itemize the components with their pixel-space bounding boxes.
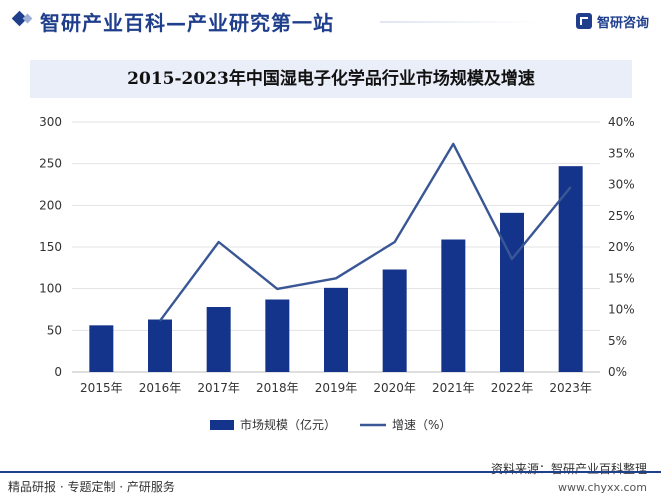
- legend-label-bar: 市场规模（亿元）: [240, 417, 336, 432]
- y-left-tick-label: 100: [39, 282, 62, 296]
- y-left-tick-label: 150: [39, 240, 62, 254]
- bar: [206, 307, 231, 372]
- x-tick-label: 2021年: [432, 381, 475, 395]
- x-tick-label: 2017年: [197, 381, 240, 395]
- chart-title-bar: 2015-2023年中国湿电子化学品行业市场规模及增速: [30, 60, 632, 98]
- legend-swatch-bar: [210, 420, 234, 430]
- x-tick-label: 2018年: [256, 381, 299, 395]
- y-left-tick-label: 300: [39, 115, 62, 129]
- y-left-tick-label: 50: [47, 323, 62, 337]
- brand-name: 智研咨询: [596, 15, 649, 31]
- header-divider: [380, 21, 540, 23]
- y-right-tick-label: 15%: [608, 271, 635, 285]
- y-right-tick-label: 20%: [608, 240, 635, 254]
- x-tick-label: 2022年: [491, 381, 534, 395]
- chart: 0 50 100 150 200 250 300 0% 5% 10% 15% 20% 25% 30% 35%…: [39, 115, 635, 432]
- footer-divider: [0, 471, 661, 473]
- legend-label-line: 增速（%）: [392, 418, 451, 432]
- y-right-tick-label: 0%: [608, 365, 627, 379]
- bar: [89, 325, 114, 372]
- bar: [441, 239, 466, 372]
- chart-title: 2015-2023年中国湿电子化学品行业市场规模及增速: [127, 69, 535, 89]
- y-right-tick-label: 5%: [608, 334, 627, 348]
- brand-logo-icon: [575, 13, 592, 29]
- brand: 智研咨询: [575, 12, 649, 31]
- footer-tagline: 精品研报 · 专题定制 · 产研服务: [8, 480, 175, 494]
- bar: [148, 319, 172, 372]
- bar: [558, 166, 583, 372]
- x-tick-label: 2015年: [80, 381, 123, 395]
- site-slogan: 智研产业百科—产业研究第一站: [40, 11, 334, 35]
- bar: [500, 212, 524, 372]
- x-tick-label: 2019年: [315, 381, 358, 395]
- footer-url: www.chyxx.com: [557, 481, 647, 494]
- y-left-tick-label: 250: [39, 157, 62, 171]
- bar: [324, 287, 348, 372]
- page-header: 智研产业百科—产业研究第一站 智研咨询: [0, 0, 661, 40]
- growth-line: [159, 142, 572, 322]
- y-right-tick-label: 25%: [608, 209, 635, 223]
- data-source: 资料来源：智研产业百科整理: [486, 460, 647, 477]
- y-right-tick-label: 10%: [608, 303, 635, 317]
- diamond-icon-small: [22, 13, 33, 24]
- bar: [265, 299, 290, 372]
- y-left-tick-label: 200: [39, 198, 62, 212]
- x-tick-label: 2020年: [373, 381, 416, 395]
- y-right-tick-label: 35%: [608, 146, 635, 160]
- y-left-tick-label: 0: [54, 365, 62, 379]
- x-tick-label: 2023年: [549, 381, 592, 395]
- y-right-tick-label: 40%: [608, 115, 635, 129]
- bar: [382, 269, 407, 372]
- x-tick-label: 2016年: [139, 381, 182, 395]
- y-right-tick-label: 30%: [608, 178, 635, 192]
